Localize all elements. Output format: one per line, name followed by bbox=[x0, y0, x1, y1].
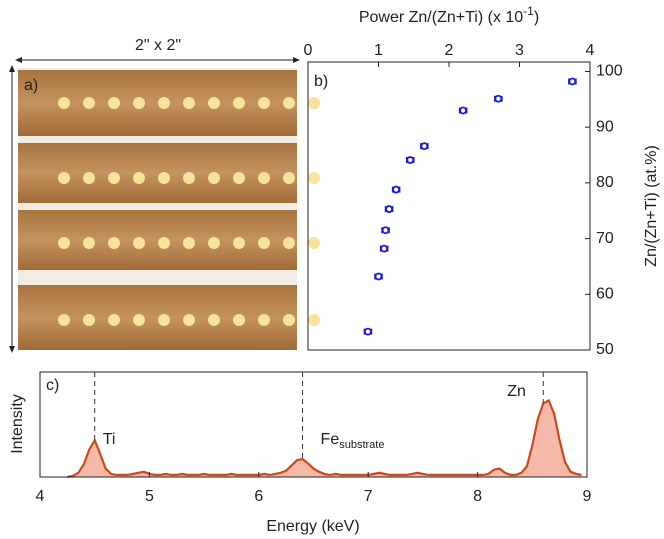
sample-spot bbox=[208, 237, 220, 249]
x-tick-label: 7 bbox=[364, 488, 373, 505]
sample-spot bbox=[208, 97, 220, 109]
x-tick-label: 5 bbox=[145, 488, 154, 505]
plot-frame bbox=[39, 371, 588, 478]
peak-label-text: Ti bbox=[103, 431, 116, 448]
x-tick-label: 6 bbox=[254, 488, 263, 505]
x-tick-label: 4 bbox=[586, 42, 595, 59]
sample-spot bbox=[233, 314, 245, 326]
x-axis-title: Power Zn/(Zn+Ti) (x 10-1) bbox=[359, 4, 539, 26]
sample-spot bbox=[208, 314, 220, 326]
sample-spot bbox=[58, 172, 70, 184]
y-axis-title: Zn/(Zn+Ti) (at.%) bbox=[643, 145, 660, 267]
sample-spot bbox=[158, 237, 170, 249]
point bbox=[392, 185, 401, 194]
peak-label: Fesubstrate bbox=[321, 431, 385, 451]
y-tick-label: 90 bbox=[596, 118, 614, 135]
sample-spot bbox=[83, 314, 95, 326]
y-axis-title: Intensity bbox=[9, 394, 26, 454]
sample-spot bbox=[183, 97, 195, 109]
point bbox=[374, 272, 383, 281]
sample-spot bbox=[308, 237, 320, 249]
y-tick-label: 60 bbox=[596, 286, 614, 303]
sample-spot bbox=[83, 237, 95, 249]
sample-spot bbox=[283, 237, 295, 249]
peak-label-text: Fe bbox=[321, 431, 340, 448]
y-tick-label: 80 bbox=[596, 174, 614, 191]
sample-spot bbox=[233, 97, 245, 109]
point bbox=[459, 106, 468, 115]
y-tick-label: 70 bbox=[596, 230, 614, 247]
sample-spot bbox=[183, 172, 195, 184]
sample-spot bbox=[108, 172, 120, 184]
area-fill bbox=[67, 400, 582, 477]
point bbox=[406, 156, 415, 164]
x-axis-title-sup: -1 bbox=[523, 4, 534, 18]
x-tick-label: 2 bbox=[445, 42, 454, 59]
x-axis-title-part: ) bbox=[534, 9, 539, 26]
sample-spot bbox=[133, 237, 145, 249]
sample-spot bbox=[158, 172, 170, 184]
peak-label-text: Zn bbox=[507, 383, 526, 400]
sample-spot bbox=[283, 172, 295, 184]
sample-spot bbox=[258, 314, 270, 326]
substrate-photo: 2" x 2" a) bbox=[9, 37, 320, 353]
peak-label: Zn bbox=[507, 383, 526, 400]
y-tick-label: 50 bbox=[596, 341, 614, 358]
x-tick-label: 4 bbox=[36, 488, 45, 505]
x-axis-title-part: Power Zn/(Zn+Ti) (x 10 bbox=[359, 9, 523, 26]
dimension-label: 2" x 2" bbox=[135, 37, 181, 54]
sample-spot bbox=[308, 172, 320, 184]
sample-spot bbox=[133, 172, 145, 184]
sample-spot bbox=[58, 237, 70, 249]
sample-spot bbox=[83, 97, 95, 109]
x-tick-label: 8 bbox=[473, 488, 482, 505]
sample-spot bbox=[83, 172, 95, 184]
x-tick-label: 3 bbox=[515, 42, 524, 59]
x-axis-title: Energy (keV) bbox=[266, 518, 359, 535]
plot-frame bbox=[307, 61, 591, 351]
sample-spot bbox=[233, 237, 245, 249]
sample-spot bbox=[58, 97, 70, 109]
sample-spot bbox=[133, 97, 145, 109]
point bbox=[364, 327, 372, 336]
sample-spot bbox=[108, 237, 120, 249]
point bbox=[385, 205, 393, 213]
sample-spot bbox=[258, 172, 270, 184]
sample-spot bbox=[133, 314, 145, 326]
sample-spot bbox=[308, 314, 320, 326]
point bbox=[494, 94, 503, 103]
panel-label: b) bbox=[314, 73, 328, 90]
point bbox=[568, 77, 577, 86]
sample-spot bbox=[108, 97, 120, 109]
sample-spot bbox=[283, 97, 295, 109]
sample-spot bbox=[308, 97, 320, 109]
point bbox=[420, 142, 429, 151]
sample-spot bbox=[258, 97, 270, 109]
sample-spot bbox=[233, 172, 245, 184]
sample-spot bbox=[283, 314, 295, 326]
y-tick-label: 100 bbox=[596, 63, 623, 80]
x-tick-label: 0 bbox=[304, 42, 313, 59]
panel-label: a) bbox=[24, 77, 38, 94]
sample-spot bbox=[183, 314, 195, 326]
sample-spot bbox=[183, 237, 195, 249]
peak-label-sub: substrate bbox=[339, 439, 384, 451]
sample-spot bbox=[108, 314, 120, 326]
x-tick-label: 1 bbox=[374, 42, 383, 59]
x-tick-label: 9 bbox=[583, 488, 592, 505]
point bbox=[380, 244, 389, 253]
sample-spot bbox=[158, 314, 170, 326]
sample-spot bbox=[258, 237, 270, 249]
sample-spot bbox=[58, 314, 70, 326]
sample-spot bbox=[208, 172, 220, 184]
point bbox=[381, 226, 390, 235]
substrate-strip bbox=[18, 143, 297, 203]
spectrum-line bbox=[67, 398, 582, 479]
peak-label: Ti bbox=[103, 431, 116, 448]
sample-spot bbox=[158, 97, 170, 109]
panel-label: c) bbox=[46, 377, 59, 394]
